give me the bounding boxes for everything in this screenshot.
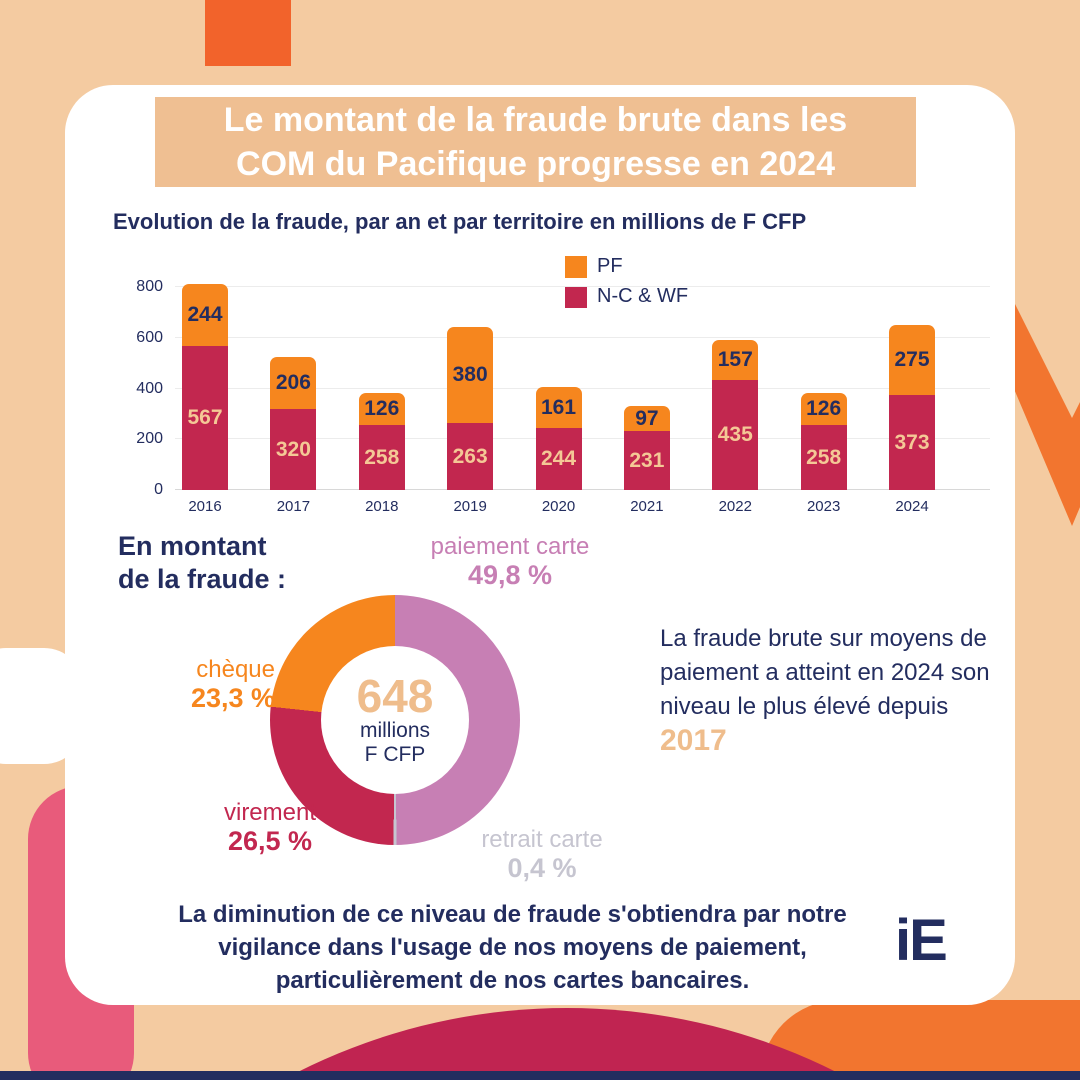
bar-2016: 244 567 2016 (182, 284, 228, 515)
bar-segment-pf-2018: 126 (358, 393, 405, 425)
gridline-0 (175, 489, 990, 490)
slice-label-paiement-carte-name: paiement carte (430, 533, 590, 560)
bar-2024: 275 373 2024 (889, 325, 935, 515)
bar-segment-ncwf-2018: 258 (358, 425, 405, 490)
y-tick-600: 600 (136, 328, 163, 346)
gridline-400 (175, 387, 990, 389)
deco-orange-square (205, 0, 291, 66)
footer-note-line2: vigilance dans l'usage de nos moyens de … (218, 934, 807, 961)
slice-label-retrait-carte: retrait carte 0,4 % (432, 825, 652, 883)
bar-segment-pf-2023: 126 (800, 393, 847, 425)
donut-center-unit2: F CFP (364, 743, 426, 766)
deco-orange-chevron-down-icon (1006, 286, 1080, 526)
footer-note-line1: La diminution de ce niveau de fraude s'o… (178, 901, 847, 928)
side-note: La fraude brute sur moyens de paiement a… (660, 622, 1005, 760)
slice-label-virement-pct: 26,5 % (227, 826, 313, 856)
bar-segment-ncwf-2020: 244 (535, 428, 582, 490)
y-tick-400: 400 (136, 379, 163, 397)
bar-chart: 0 200 400 600 800 244 567 2016 206 320 2017 126 258… (136, 278, 990, 515)
gridline-600 (175, 336, 990, 338)
x-tick-2019: 2019 (453, 498, 487, 515)
x-tick-2022: 2022 (718, 498, 752, 515)
donut-heading-line2: de la fraude : (118, 564, 287, 594)
slice-label-cheque: chèque 23,3 % (105, 655, 275, 713)
donut-center-value: 648 (356, 670, 434, 722)
bar-segment-ncwf-2019: 263 (447, 423, 494, 490)
bar-segment-ncwf-2016: 567 (182, 346, 228, 490)
x-tick-2023: 2023 (806, 498, 841, 515)
bar-segment-pf-2017: 206 (270, 357, 317, 409)
side-note-highlight: 2017 (660, 724, 727, 757)
bar-2019: 380 263 2019 (447, 327, 494, 515)
bar-segment-ncwf-2017: 320 (270, 409, 317, 490)
ie-logo: iE (895, 908, 948, 973)
y-tick-200: 200 (136, 430, 163, 448)
donut-heading: En montant de la fraude : (118, 530, 286, 596)
legend-swatch-pf (565, 255, 587, 278)
slice-label-retrait-carte-pct: 0,4 % (507, 853, 577, 883)
bar-chart-bars: 244 567 2016 206 320 2017 126 258 2018 380 263 2019… (175, 284, 990, 515)
legend-swatch-ncwf (565, 285, 587, 308)
x-tick-2018: 2018 (365, 498, 399, 515)
y-tick-800: 800 (136, 278, 163, 295)
y-tick-0: 0 (154, 481, 163, 498)
slice-label-virement-name: virement (223, 799, 317, 826)
x-tick-2017: 2017 (276, 498, 311, 515)
footer-note: La diminution de ce niveau de fraude s'o… (140, 898, 885, 997)
x-tick-2024: 2024 (895, 498, 929, 515)
x-tick-2020: 2020 (541, 498, 576, 515)
bar-2023: 126 258 2023 (800, 393, 847, 515)
bar-2017: 206 320 2017 (270, 357, 317, 515)
bar-segment-pf-2022: 157 (712, 340, 759, 380)
page-title: Le montant de la fraude brute dans les C… (155, 97, 916, 187)
deco-navy-strip (0, 1071, 1080, 1080)
donut-center: 648 millions F CFP (321, 646, 469, 794)
side-note-text: La fraude brute sur moyens de paiement a… (660, 625, 990, 720)
bar-2022: 157 435 2022 (712, 340, 759, 515)
page-title-line1: Le montant de la fraude brute dans les (223, 101, 848, 139)
bar-chart-legend: PF N-C & WF (565, 255, 688, 308)
bar-segment-pf-2020: 161 (535, 387, 582, 428)
page-title-line2: COM du Pacifique progresse en 2024 (236, 145, 835, 183)
slice-label-retrait-carte-name: retrait carte (481, 826, 603, 853)
gridline-800 (175, 286, 990, 287)
bar-segment-pf-2019: 380 (447, 327, 494, 423)
slice-label-cheque-pct: 23,3 % (190, 683, 275, 713)
bar-2018: 126 258 2018 (358, 393, 405, 515)
donut-chart: 648 millions F CFP (270, 595, 520, 845)
slice-label-paiement-carte-pct: 49,8 % (467, 560, 553, 590)
bar-segment-pf-2021: 97 (623, 406, 670, 431)
footer-note-line3: particulièrement de nos cartes bancaires… (275, 967, 750, 994)
legend-label-ncwf: N-C & WF (597, 285, 689, 307)
donut-heading-line1: En montant (118, 531, 267, 561)
bar-segment-ncwf-2022: 435 (712, 380, 759, 490)
bar-segment-pf-2024: 275 (889, 325, 935, 395)
x-tick-2016: 2016 (188, 498, 222, 515)
gridline-200 (175, 438, 990, 440)
x-tick-2021: 2021 (630, 498, 664, 515)
chart-subtitle: Evolution de la fraude, par an et par te… (113, 209, 807, 234)
donut-center-unit1: millions (359, 719, 430, 742)
infographic-card: Le montant de la fraude brute dans les C… (65, 85, 1015, 1005)
bar-segment-ncwf-2023: 258 (800, 425, 847, 490)
bar-segment-ncwf-2024: 373 (889, 395, 935, 490)
slice-label-virement: virement 26,5 % (170, 798, 370, 856)
bar-segment-ncwf-2021: 231 (623, 431, 670, 490)
legend-label-pf: PF (597, 255, 623, 277)
slice-label-cheque-name: chèque (196, 656, 275, 683)
slice-label-paiement-carte: paiement carte 49,8 % (400, 532, 620, 590)
legend-item-pf: PF (565, 255, 688, 278)
bar-segment-pf-2016: 244 (182, 284, 228, 346)
legend-item-ncwf: N-C & WF (565, 285, 688, 308)
bar-2020: 161 244 2020 (535, 387, 582, 515)
bar-2021: 97 231 2021 (623, 406, 670, 515)
